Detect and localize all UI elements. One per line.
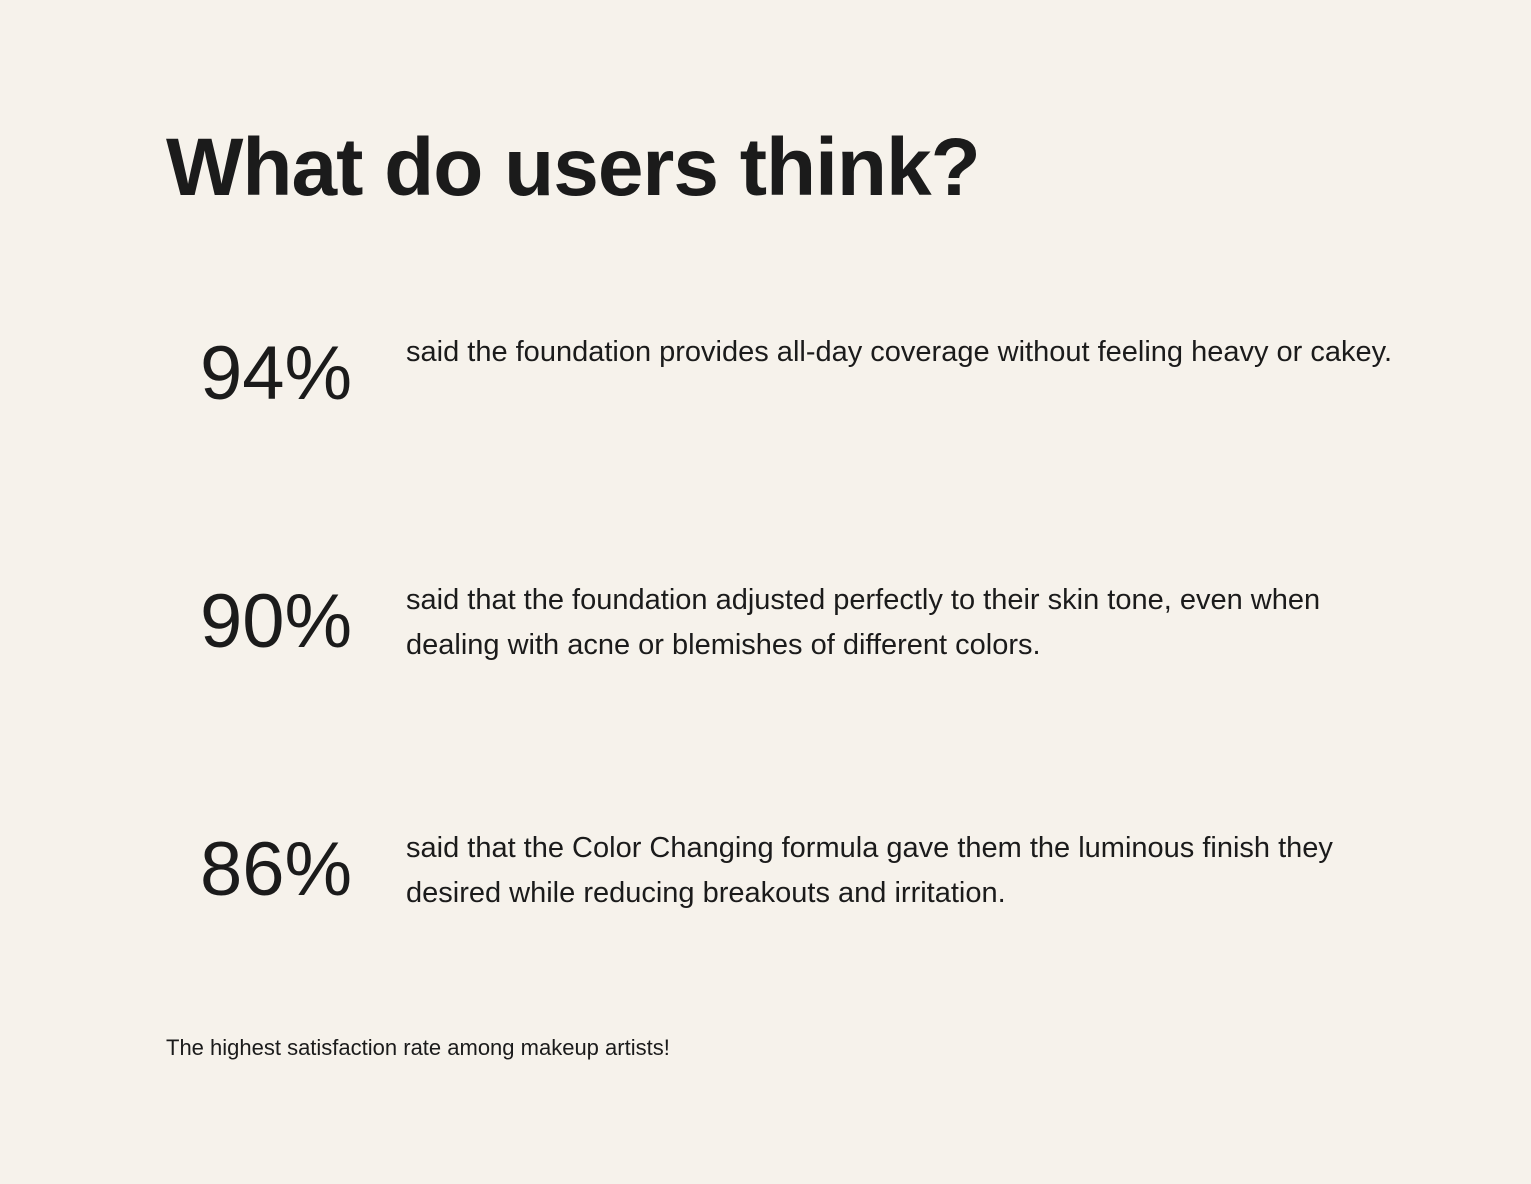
stat-value: 90% bbox=[200, 579, 353, 664]
stat-value: 86% bbox=[200, 827, 353, 912]
stat-row: 90% said that the foundation adjusted pe… bbox=[200, 584, 1420, 684]
stat-row: 94% said the foundation provides all-day… bbox=[200, 336, 1420, 436]
stat-row: 86% said that the Color Changing formula… bbox=[200, 832, 1420, 932]
stat-text: said the foundation provides all-day cov… bbox=[406, 336, 1393, 368]
stat-text: said that the Color Changing formula gav… bbox=[406, 832, 1333, 909]
stat-value: 94% bbox=[200, 331, 353, 416]
title: What do users think? bbox=[166, 122, 981, 213]
stat-text: said that the foundation adjusted perfec… bbox=[406, 584, 1321, 661]
footer-note: The highest satisfaction rate among make… bbox=[166, 1035, 670, 1060]
